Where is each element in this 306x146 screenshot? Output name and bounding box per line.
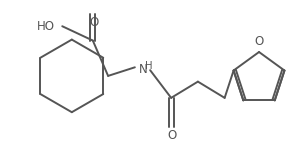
Text: O: O bbox=[89, 16, 99, 29]
Text: O: O bbox=[167, 129, 177, 142]
Text: N: N bbox=[139, 63, 147, 76]
Text: HO: HO bbox=[37, 20, 54, 33]
Text: O: O bbox=[254, 35, 264, 48]
Text: H: H bbox=[145, 61, 153, 71]
